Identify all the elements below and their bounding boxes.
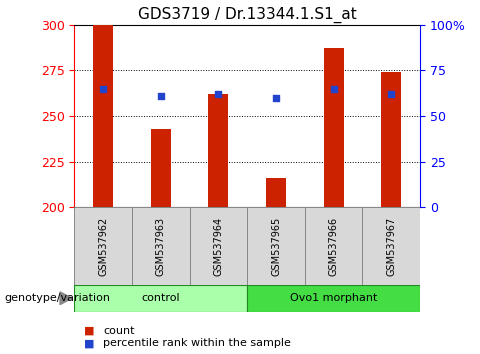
Point bbox=[99, 86, 107, 91]
Point bbox=[272, 95, 280, 101]
Text: GSM537966: GSM537966 bbox=[329, 216, 338, 276]
Text: GSM537965: GSM537965 bbox=[271, 216, 281, 276]
Point bbox=[215, 91, 222, 97]
Text: Ovo1 morphant: Ovo1 morphant bbox=[290, 293, 377, 303]
Text: count: count bbox=[103, 326, 135, 336]
Point bbox=[330, 86, 337, 91]
Title: GDS3719 / Dr.13344.1.S1_at: GDS3719 / Dr.13344.1.S1_at bbox=[138, 7, 357, 23]
Text: GSM537967: GSM537967 bbox=[386, 216, 396, 276]
Text: GSM537964: GSM537964 bbox=[214, 216, 223, 276]
Bar bbox=[247, 285, 420, 312]
Bar bbox=[208, 94, 228, 207]
Text: ■: ■ bbox=[84, 326, 95, 336]
Text: genotype/variation: genotype/variation bbox=[5, 293, 111, 303]
Bar bbox=[324, 48, 344, 207]
Text: GSM537963: GSM537963 bbox=[156, 216, 166, 276]
Bar bbox=[74, 207, 132, 285]
Bar bbox=[190, 207, 247, 285]
Text: control: control bbox=[142, 293, 180, 303]
Bar bbox=[305, 207, 362, 285]
Bar bbox=[381, 72, 401, 207]
Text: percentile rank within the sample: percentile rank within the sample bbox=[103, 338, 291, 348]
Point bbox=[387, 91, 395, 97]
Text: ■: ■ bbox=[84, 338, 95, 348]
Bar bbox=[247, 207, 305, 285]
Text: GSM537962: GSM537962 bbox=[98, 216, 108, 276]
Bar bbox=[362, 207, 420, 285]
Bar bbox=[266, 178, 286, 207]
Bar bbox=[151, 129, 171, 207]
Bar bbox=[93, 25, 113, 207]
Bar bbox=[132, 207, 190, 285]
Point bbox=[157, 93, 165, 99]
Bar bbox=[74, 285, 247, 312]
